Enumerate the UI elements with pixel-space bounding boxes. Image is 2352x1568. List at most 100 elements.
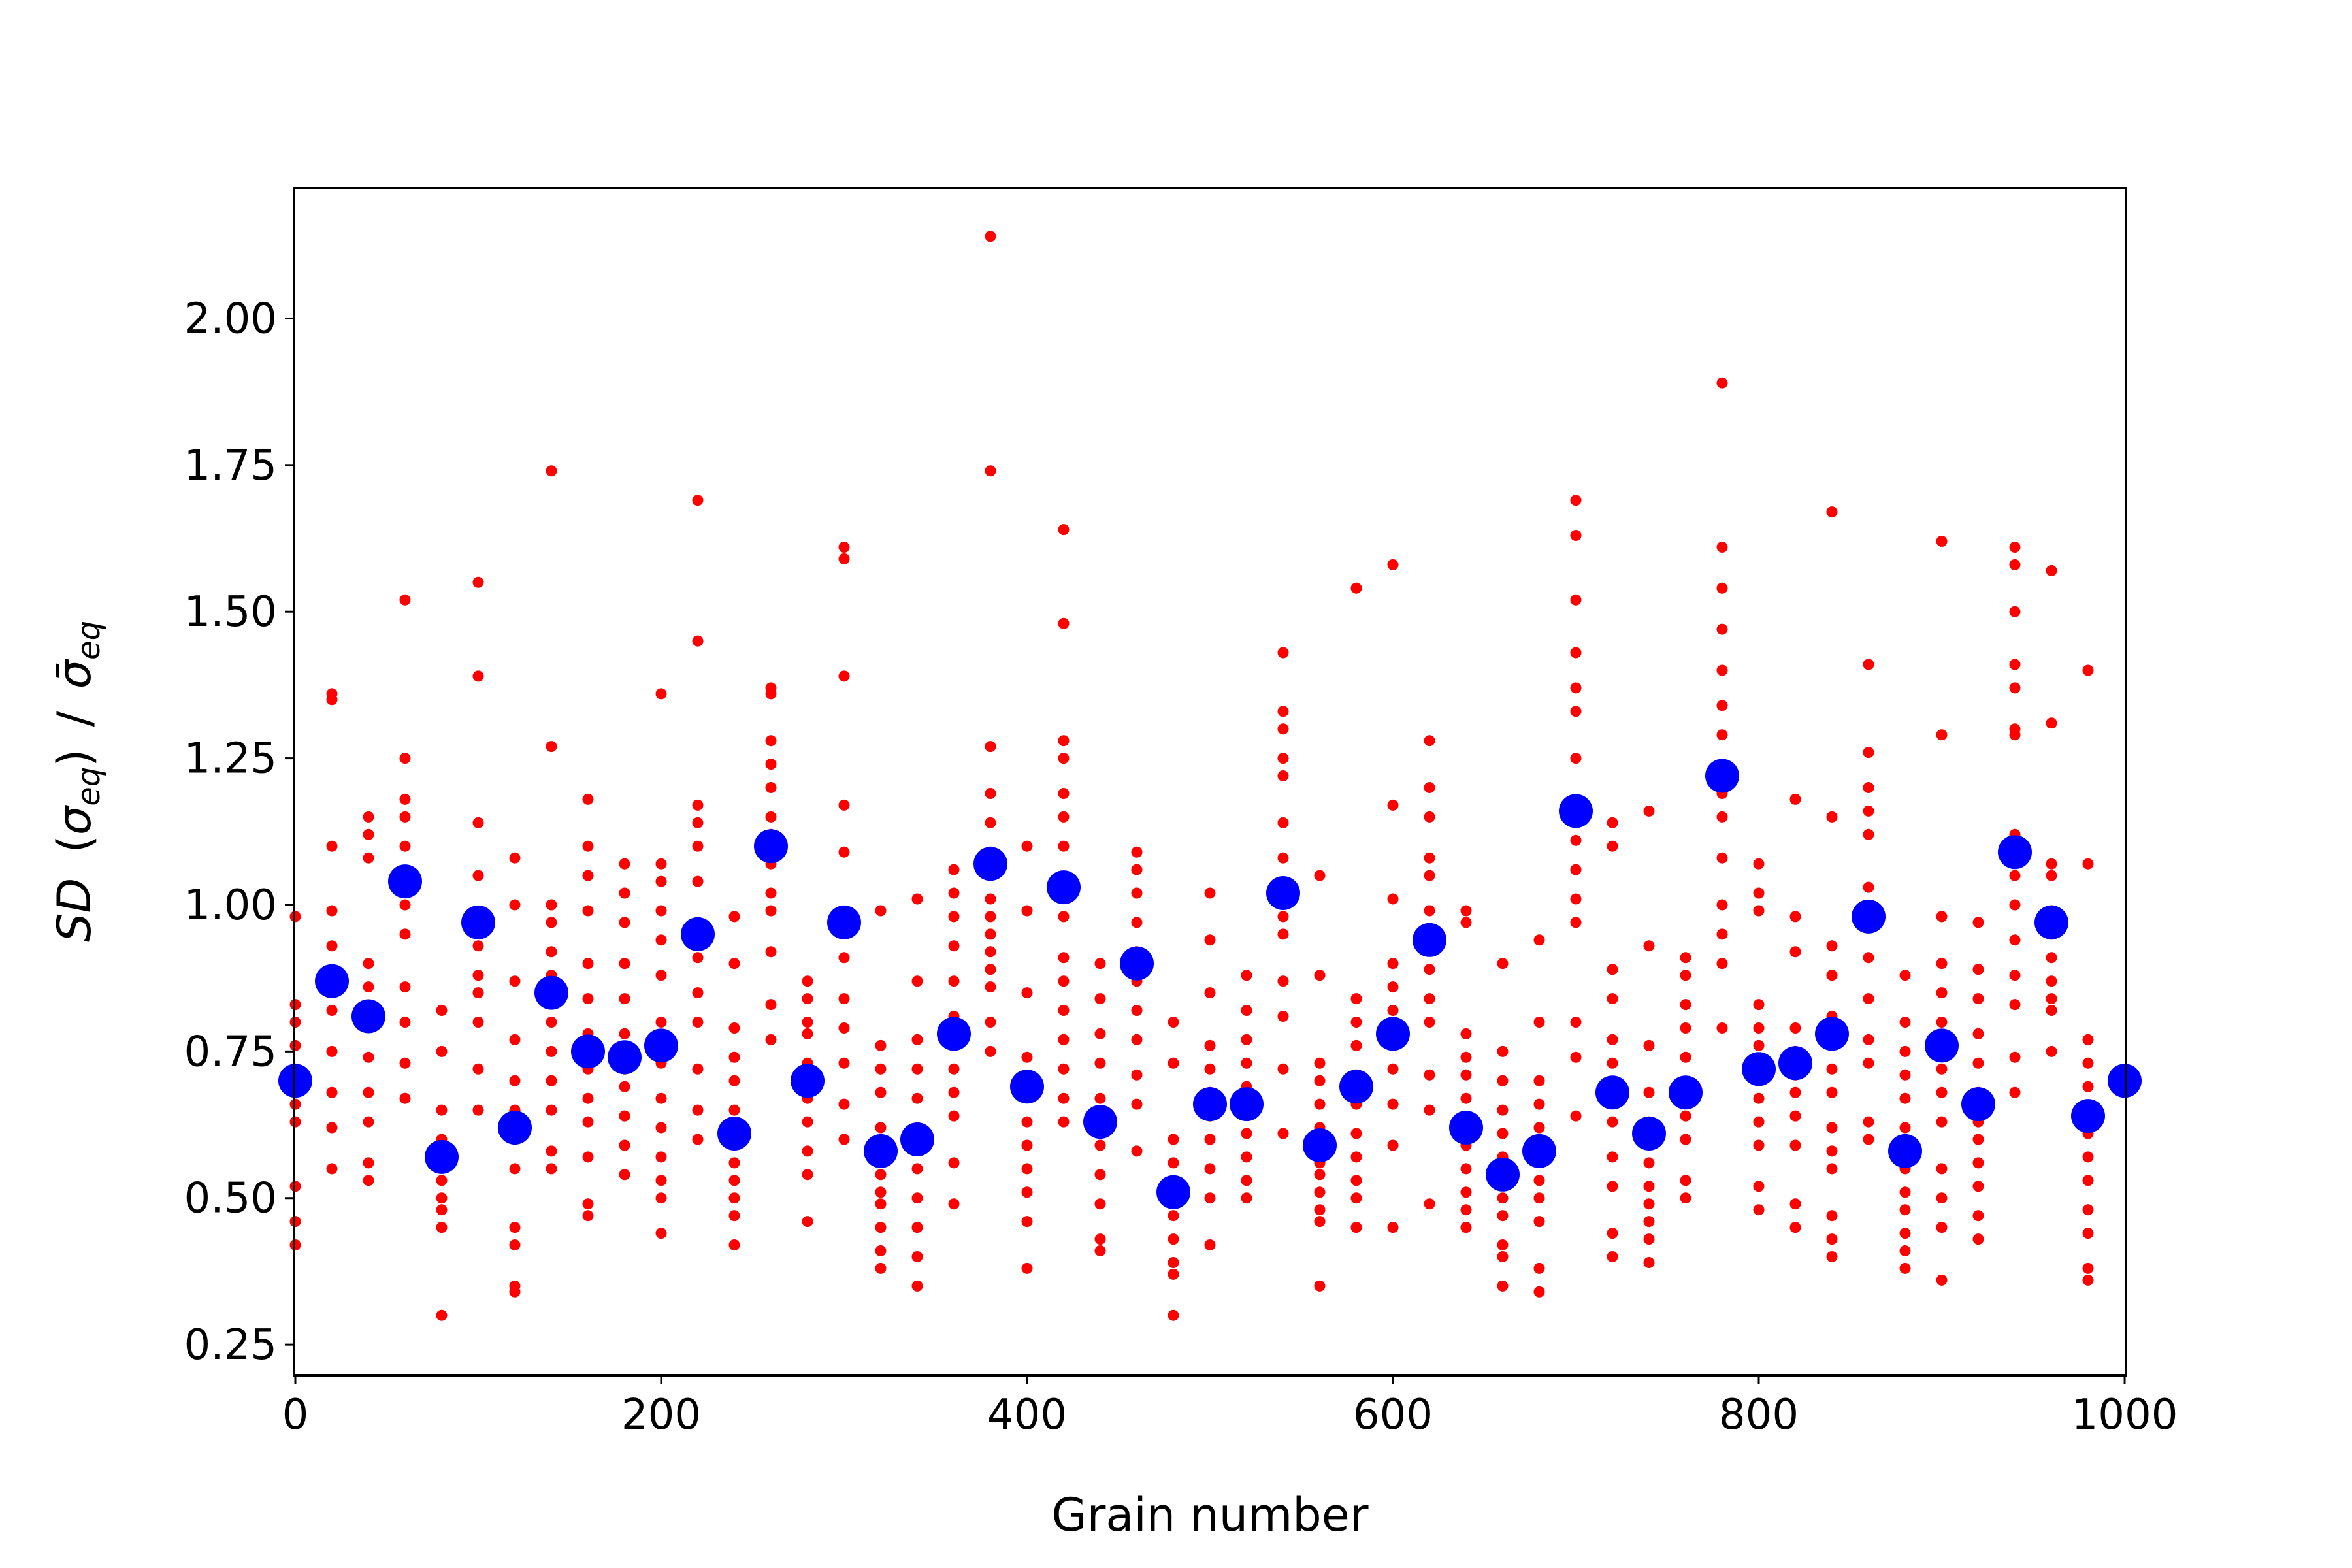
individual-point xyxy=(582,1116,594,1128)
individual-point xyxy=(363,1086,374,1098)
mean-point xyxy=(1669,1075,1703,1110)
individual-point xyxy=(1753,1022,1765,1034)
individual-point xyxy=(838,846,850,858)
individual-point xyxy=(1899,1092,1911,1104)
y-tick-label: 1.25 xyxy=(184,735,278,783)
individual-point xyxy=(2009,970,2021,981)
individual-point xyxy=(1497,1104,1509,1116)
x-axis-label: Grain number xyxy=(1051,1488,1368,1542)
individual-point xyxy=(399,981,411,993)
individual-point xyxy=(582,958,594,970)
individual-point xyxy=(1863,1034,1874,1045)
individual-point xyxy=(1753,1116,1765,1128)
individual-point xyxy=(692,1017,704,1028)
individual-point xyxy=(1826,1086,1838,1098)
individual-point xyxy=(1972,1057,1984,1069)
y-tick-label: 2.00 xyxy=(184,295,278,343)
individual-point xyxy=(1826,506,1838,518)
individual-point xyxy=(728,1075,740,1086)
individual-point xyxy=(1643,1086,1655,1098)
individual-point xyxy=(875,905,887,917)
individual-point xyxy=(1094,1139,1106,1151)
individual-point xyxy=(1424,993,1435,1005)
mean-point xyxy=(1632,1117,1666,1151)
individual-point xyxy=(838,1022,850,1034)
individual-point xyxy=(802,1169,813,1181)
individual-point xyxy=(1058,811,1070,823)
individual-point xyxy=(1607,1151,1618,1163)
mean-point xyxy=(498,1111,532,1145)
individual-point xyxy=(1899,1228,1911,1239)
individual-point xyxy=(1350,993,1362,1005)
individual-point xyxy=(692,635,704,647)
individual-point xyxy=(1863,881,1874,893)
individual-point xyxy=(948,1110,960,1122)
individual-point xyxy=(1753,1039,1765,1051)
individual-point xyxy=(985,817,996,828)
individual-point xyxy=(1094,1198,1106,1210)
individual-point xyxy=(1387,981,1399,993)
individual-point xyxy=(985,946,996,958)
individual-point xyxy=(546,917,557,928)
individual-point xyxy=(399,928,411,940)
individual-point xyxy=(692,987,704,999)
individual-point xyxy=(1094,958,1106,970)
individual-point xyxy=(765,946,777,958)
individual-point xyxy=(1021,1163,1033,1175)
individual-point xyxy=(1497,1075,1509,1086)
mean-point xyxy=(461,905,495,939)
mean-point xyxy=(1961,1087,1995,1122)
individual-point xyxy=(875,1122,887,1134)
individual-point xyxy=(2009,934,2021,946)
individual-point xyxy=(911,1251,923,1262)
individual-point xyxy=(1168,1268,1179,1280)
individual-point xyxy=(1094,1245,1106,1256)
y-label-prefix: SD xyxy=(48,878,101,942)
individual-point xyxy=(1460,1163,1472,1175)
individual-point xyxy=(1460,1028,1472,1039)
individual-point xyxy=(619,1110,630,1122)
individual-point xyxy=(728,1051,740,1063)
x-tick-label: 400 xyxy=(987,1391,1067,1439)
individual-point xyxy=(363,852,374,864)
individual-point xyxy=(1607,964,1618,975)
individual-point xyxy=(1277,1128,1289,1139)
individual-point xyxy=(2046,975,2057,987)
individual-point xyxy=(838,1057,850,1069)
individual-point xyxy=(1607,1116,1618,1128)
individual-point xyxy=(692,840,704,852)
individual-point xyxy=(1753,1204,1765,1216)
individual-point xyxy=(2046,1045,2057,1057)
individual-point xyxy=(655,1122,667,1134)
mean-point xyxy=(1339,1070,1373,1104)
y-label-numerator-symbol: σ xyxy=(48,804,101,835)
individual-point xyxy=(1753,1139,1765,1151)
individual-point xyxy=(399,793,411,805)
individual-point xyxy=(1094,1233,1106,1245)
individual-point xyxy=(1277,753,1289,764)
individual-point xyxy=(1972,1181,1984,1192)
individual-point xyxy=(655,858,667,870)
individual-point xyxy=(655,970,667,981)
individual-point xyxy=(1241,1034,1252,1045)
individual-point xyxy=(1570,834,1582,846)
individual-point xyxy=(2082,1175,2094,1186)
individual-point xyxy=(1277,911,1289,923)
individual-point xyxy=(1972,1233,1984,1245)
individual-point xyxy=(1058,753,1070,764)
y-tick-label: 1.00 xyxy=(184,881,278,930)
individual-point xyxy=(1350,1128,1362,1139)
mean-point xyxy=(1120,946,1154,981)
individual-point xyxy=(911,1063,923,1075)
individual-point xyxy=(582,793,594,805)
individual-point xyxy=(1058,788,1070,799)
mean-point xyxy=(315,964,349,998)
individual-point xyxy=(472,670,484,682)
mean-point xyxy=(425,1139,459,1174)
individual-point xyxy=(1350,582,1362,594)
individual-point xyxy=(655,1175,667,1186)
individual-point xyxy=(1241,1192,1252,1204)
individual-point xyxy=(1826,1122,1838,1134)
individual-point xyxy=(1058,735,1070,747)
individual-point xyxy=(1168,1233,1179,1245)
